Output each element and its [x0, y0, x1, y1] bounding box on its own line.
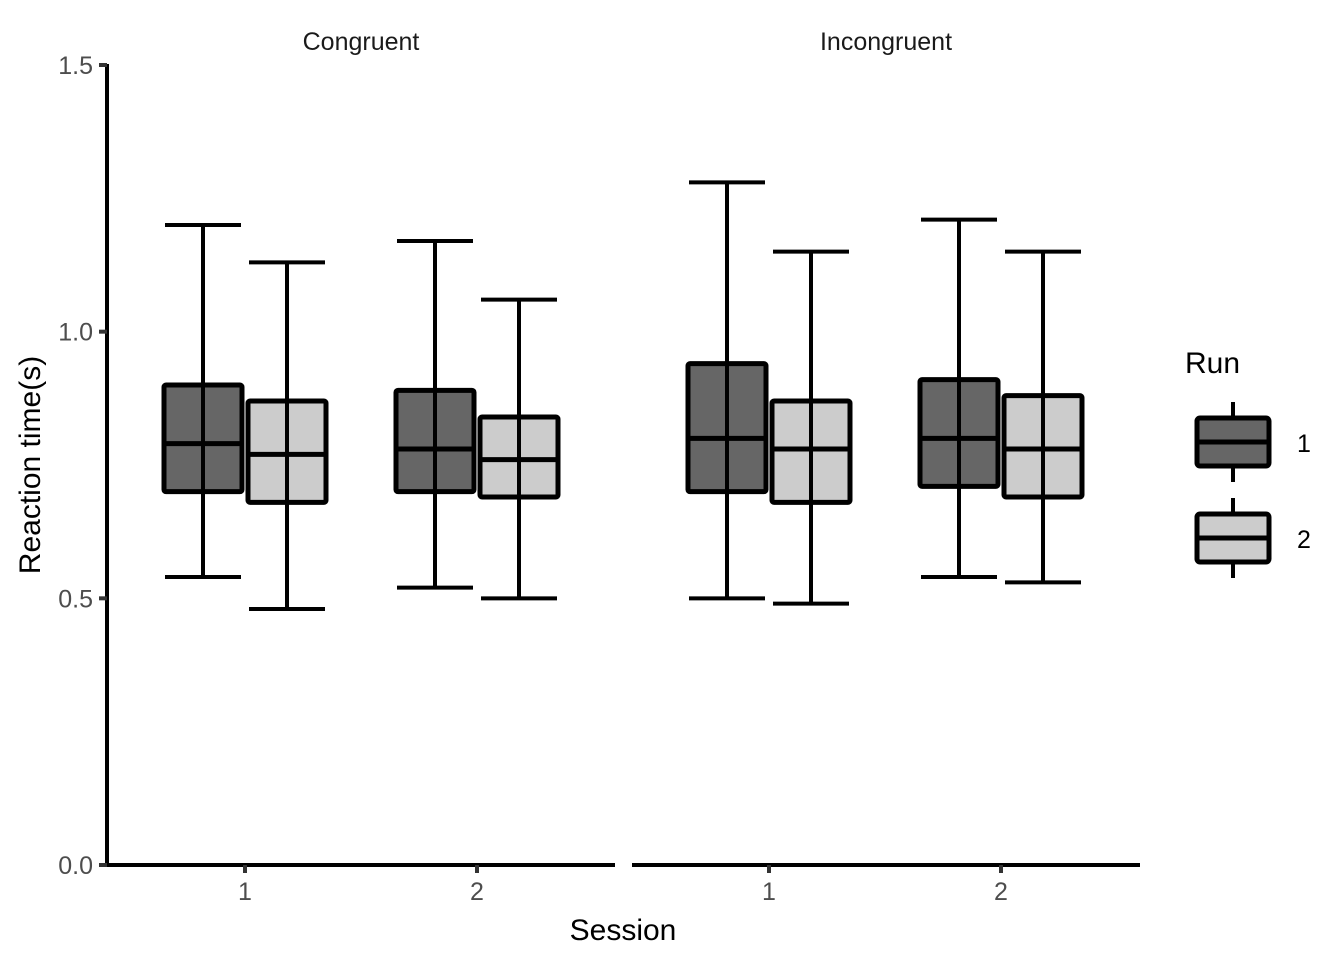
x-tick-label: 2	[994, 878, 1008, 906]
legend-key-2: 2	[1194, 498, 1311, 578]
y-axis-label: Reaction time(s)	[14, 356, 47, 574]
legend-key-1: 1	[1194, 402, 1311, 482]
legend-entry-label: 1	[1297, 430, 1311, 458]
x-tick-label: 2	[470, 878, 484, 906]
facet-congruent: Congruent 1 2	[107, 28, 615, 906]
legend-entry-label: 2	[1297, 526, 1311, 554]
facet-panels: Congruent 1 2 Incongruent 1 2	[107, 28, 1140, 906]
facet-incongruent: Incongruent 1 2	[632, 28, 1140, 906]
y-tick-label: 0.5	[58, 585, 93, 613]
y-tick-label: 0.0	[58, 852, 93, 880]
y-tick-label: 1.5	[58, 52, 93, 80]
box-session-1-run-2	[245, 260, 329, 611]
y-tick-label: 1.0	[58, 319, 93, 347]
legend-title: Run	[1185, 347, 1240, 380]
facet-strip-label: Congruent	[303, 28, 420, 56]
x-axis-label: Session	[570, 914, 677, 947]
box-session-1-run-2	[769, 249, 853, 606]
box-session-1-run-1	[161, 223, 245, 579]
box-session-2-run-1	[917, 217, 1001, 579]
legend: Run 1 2	[1185, 347, 1311, 578]
x-tick-label: 1	[762, 878, 776, 906]
facet-strip-label: Incongruent	[820, 28, 952, 56]
box-session-2-run-1	[393, 239, 477, 590]
box-session-2-run-2	[477, 297, 561, 601]
y-axis: 0.0 0.5 1.0 1.5	[58, 52, 107, 880]
x-tick-label: 1	[238, 878, 252, 906]
box-session-1-run-1	[685, 180, 769, 601]
box-session-2-run-2	[1001, 249, 1085, 585]
